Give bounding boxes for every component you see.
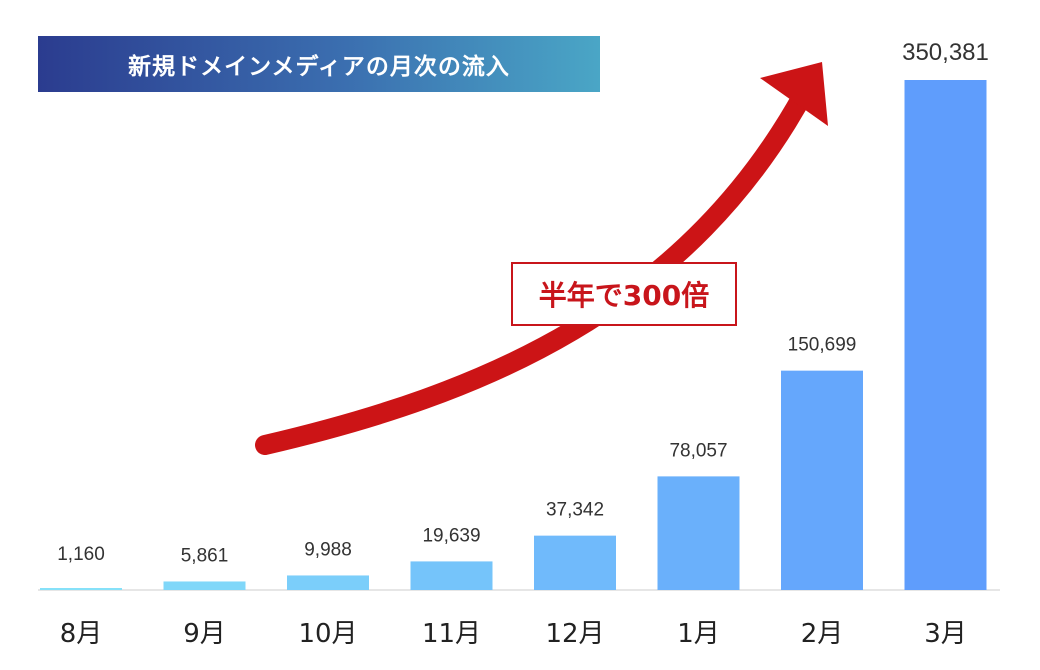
- category-labels-group: 8月 9月 10月 11月 12月 1月 2月 3月: [60, 619, 967, 649]
- value-labels-group: 1,160 5,861 9,988 19,639 37,342 78,057 150,699…: [57, 39, 989, 566]
- value-label-1: 5,861: [181, 545, 229, 566]
- value-label-4: 37,342: [546, 500, 604, 521]
- bar-5: [657, 476, 740, 590]
- bars-group: [40, 80, 987, 590]
- category-label-2: 10月: [298, 619, 357, 649]
- category-label-6: 2月: [801, 619, 844, 649]
- bar-4: [534, 535, 616, 590]
- bar-1: [163, 581, 246, 590]
- bar-0: [40, 588, 122, 590]
- category-label-7: 3月: [924, 619, 967, 649]
- growth-arrow-icon: [255, 62, 828, 455]
- category-label-0: 8月: [60, 619, 103, 649]
- value-label-6: 150,699: [788, 335, 857, 356]
- value-label-2: 9,988: [304, 539, 352, 560]
- bar-2: [287, 575, 369, 590]
- bar-3: [410, 561, 493, 590]
- value-label-0: 1,160: [57, 544, 105, 565]
- category-label-5: 1月: [677, 619, 720, 649]
- category-label-3: 11月: [422, 619, 481, 649]
- category-label-1: 9月: [183, 619, 226, 649]
- bar-6: [781, 370, 863, 590]
- chart-title: 新規ドメインメディアの月次の流入: [128, 54, 510, 80]
- value-label-7: 350,381: [902, 39, 989, 66]
- value-label-5: 78,057: [669, 440, 727, 461]
- category-label-4: 12月: [545, 619, 604, 649]
- chart-title-banner: 新規ドメインメディアの月次の流入: [38, 36, 600, 92]
- bar-7: [904, 80, 987, 590]
- growth-annotation-text: 半年で300倍: [538, 279, 710, 312]
- growth-annotation-badge: 半年で300倍: [511, 262, 737, 326]
- value-label-3: 19,639: [422, 525, 480, 546]
